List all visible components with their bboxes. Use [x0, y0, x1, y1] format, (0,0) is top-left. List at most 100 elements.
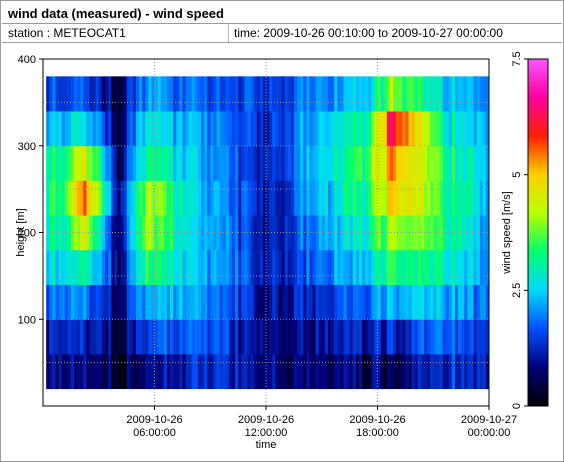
- heatmap-cell: [126, 249, 131, 285]
- heatmap-cell: [170, 319, 174, 355]
- heatmap-cell: [210, 145, 214, 181]
- heatmap-cell: [95, 319, 100, 355]
- heatmap-cell: [464, 319, 468, 355]
- heatmap-cell: [467, 111, 471, 147]
- heatmap-cell: [458, 353, 462, 390]
- heatmap-cell: [160, 145, 165, 181]
- heatmap-cell: [52, 145, 56, 181]
- heatmap-cell: [324, 353, 329, 390]
- chart-title: wind data (measured) - wind speed: [8, 6, 224, 21]
- heatmap-cell: [238, 284, 242, 320]
- heatmap-cell: [148, 353, 152, 390]
- heatmap-cell: [154, 215, 159, 251]
- heatmap-cell: [142, 353, 146, 390]
- heatmap-cell: [324, 249, 329, 285]
- heatmap-cell: [250, 76, 255, 112]
- heatmap-cell: [67, 284, 72, 320]
- heatmap-cell: [358, 145, 363, 181]
- heatmap-cell: [74, 180, 78, 216]
- heatmap-cell: [80, 111, 84, 147]
- heatmap-cell: [362, 180, 366, 216]
- heatmap-cell: [49, 249, 53, 285]
- heatmap-cell: [77, 284, 81, 320]
- heatmap-cell: [467, 353, 471, 390]
- heatmap-cell: [58, 249, 63, 285]
- heatmap-cell: [303, 353, 307, 390]
- heatmap-cell: [408, 319, 413, 355]
- heatmap-cell: [293, 319, 298, 355]
- heatmap-cell: [461, 145, 465, 181]
- heatmap-cell: [160, 249, 165, 285]
- heatmap-cell: [235, 319, 239, 355]
- heatmap-cell: [402, 215, 406, 251]
- heatmap-cell: [371, 319, 375, 355]
- heatmap-cell: [111, 353, 115, 390]
- heatmap-cell: [346, 145, 351, 181]
- heatmap-cell: [328, 180, 332, 216]
- heatmap-cell: [300, 180, 304, 216]
- heatmap-cell: [157, 76, 162, 112]
- heatmap-cell: [182, 284, 186, 320]
- heatmap-cell: [312, 249, 317, 285]
- heatmap-cell: [191, 284, 196, 320]
- heatmap-cell: [123, 249, 128, 285]
- heatmap-cell: [278, 180, 282, 216]
- heatmap-cell: [123, 319, 128, 355]
- heatmap-cell: [380, 319, 385, 355]
- heatmap-cell: [485, 284, 490, 320]
- heatmap-cell: [101, 319, 106, 355]
- heatmap-cell: [123, 353, 128, 390]
- heatmap-cell: [467, 249, 471, 285]
- heatmap-cell: [272, 319, 276, 355]
- heatmap-cell: [368, 180, 372, 216]
- heatmap-cell: [80, 180, 84, 216]
- heatmap-cell: [58, 76, 63, 112]
- heatmap-cell: [64, 319, 69, 355]
- heatmap-cell: [163, 353, 168, 390]
- heatmap-cell: [334, 284, 338, 320]
- heatmap-cell: [98, 76, 103, 112]
- heatmap-cell: [306, 284, 310, 320]
- heatmap-cell: [256, 284, 261, 320]
- heatmap-cell: [89, 145, 94, 181]
- heatmap-cell: [151, 353, 155, 390]
- heatmap-cell: [154, 249, 159, 285]
- heatmap-cell: [284, 284, 289, 320]
- heatmap-cell: [297, 319, 301, 355]
- heatmap-cell: [417, 76, 422, 112]
- heatmap-cell: [188, 180, 193, 216]
- heatmap-cell: [290, 145, 295, 181]
- heatmap-cell: [448, 249, 453, 285]
- heatmap-cell: [424, 319, 428, 355]
- heatmap-cell: [306, 145, 310, 181]
- heatmap-cell: [451, 215, 456, 251]
- heatmap-cell: [328, 249, 332, 285]
- heatmap-cell: [98, 111, 103, 147]
- heatmap-cell: [368, 249, 372, 285]
- heatmap-cell: [244, 215, 248, 251]
- heatmap-cell: [414, 215, 419, 251]
- heatmap-cell: [86, 111, 90, 147]
- heatmap-cell: [64, 180, 69, 216]
- heatmap-cell: [105, 111, 109, 147]
- heatmap-cell: [89, 76, 94, 112]
- heatmap-cell: [362, 76, 366, 112]
- heatmap-cell: [405, 215, 409, 251]
- heatmap-cell: [108, 76, 112, 112]
- heatmap-cell: [120, 145, 124, 181]
- heatmap-cell: [194, 249, 199, 285]
- heatmap-cell: [108, 353, 112, 390]
- heatmap-cell: [173, 249, 177, 285]
- heatmap-cell: [256, 353, 261, 390]
- heatmap-cell: [377, 319, 382, 355]
- heatmap-cell: [306, 180, 310, 216]
- heatmap-cell: [266, 145, 270, 181]
- heatmap-cell: [362, 111, 366, 147]
- heatmap-cell: [204, 319, 208, 355]
- heatmap-cell: [89, 319, 94, 355]
- heatmap-cell: [386, 145, 391, 181]
- heatmap-cell: [213, 249, 217, 285]
- heatmap-cell: [157, 353, 162, 390]
- heatmap-cell: [430, 215, 434, 251]
